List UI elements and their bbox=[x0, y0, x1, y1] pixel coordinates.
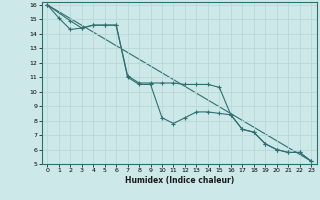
X-axis label: Humidex (Indice chaleur): Humidex (Indice chaleur) bbox=[124, 176, 234, 185]
